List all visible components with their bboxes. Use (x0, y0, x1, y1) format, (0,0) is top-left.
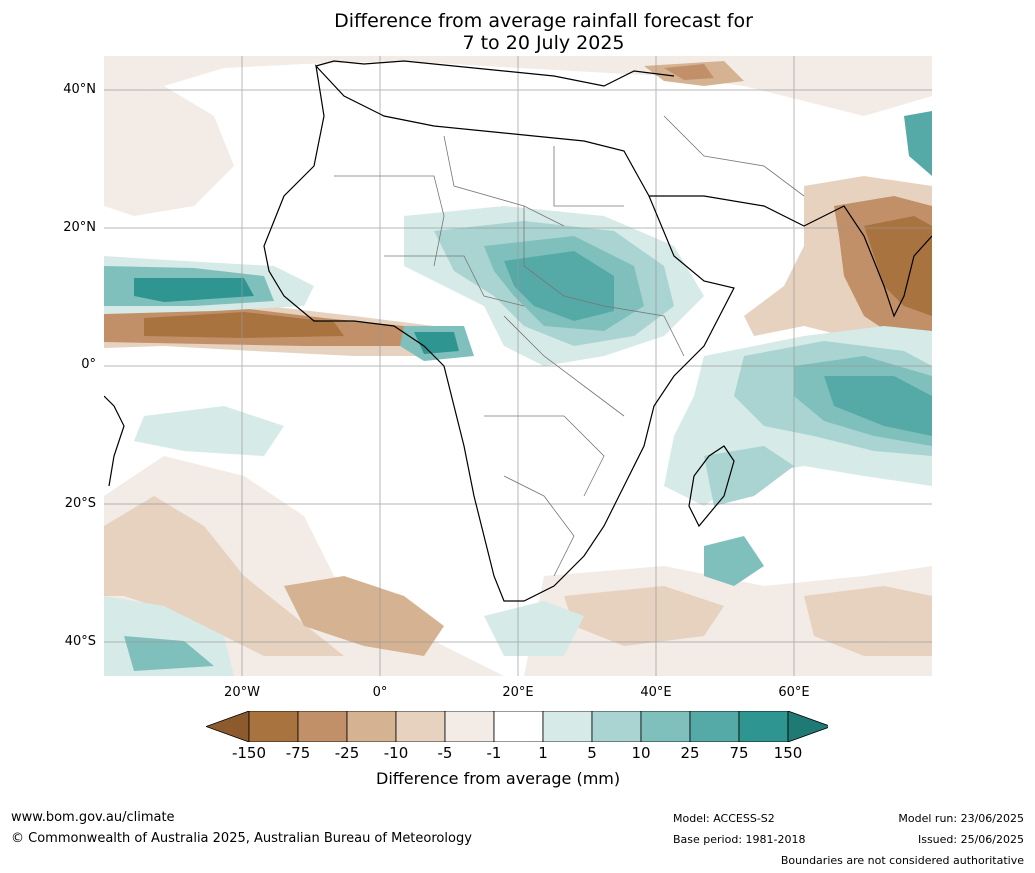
colorbar-bin (689, 711, 740, 742)
title-line-2: 7 to 20 July 2025 (462, 32, 625, 54)
colorbar-bin (542, 711, 593, 742)
colorbar-extend-high (787, 711, 828, 742)
footer-model-run: Model run: 23/06/2025 (898, 812, 1024, 825)
footer-issued: Issued: 25/06/2025 (917, 833, 1024, 846)
colorbar-bin (640, 711, 691, 742)
colorbar-bin (591, 711, 642, 742)
lon-label-20w: 20°W (224, 685, 260, 700)
title-line-1: Difference from average rainfall forecas… (334, 10, 753, 32)
colorbar-bin (297, 711, 348, 742)
colorbar-bin (248, 711, 299, 742)
lon-label-20e: 20°E (502, 685, 534, 700)
map-title: Difference from average rainfall forecas… (0, 10, 1035, 54)
lat-label-0: 0° (81, 357, 96, 372)
footer-site[interactable]: www.bom.gov.au/climate (11, 810, 175, 825)
colorbar-tick-label: -10 (383, 744, 409, 762)
wet-anomaly-areas (104, 111, 932, 676)
map-svg (104, 56, 932, 676)
colorbar-bin (346, 711, 397, 742)
lon-label-60e: 60°E (778, 685, 810, 700)
graticule (104, 56, 932, 676)
colorbar-tick-label: 75 (729, 744, 749, 762)
coastline (104, 60, 932, 602)
colorbar (206, 711, 828, 742)
footer-disclaimer: Boundaries are not considered authoritat… (780, 854, 1024, 867)
colorbar-tick-label: 25 (680, 744, 700, 762)
colorbar-tick-label: -75 (285, 744, 311, 762)
lon-label-0: 0° (372, 685, 388, 700)
colorbar-tick-label: -5 (437, 744, 453, 762)
colorbar-tick-label: -25 (334, 744, 360, 762)
colorbar-tick-label: 10 (631, 744, 651, 762)
rainfall-anomaly-map (104, 56, 932, 676)
dry-anomaly-areas (104, 56, 932, 676)
footer-copyright: © Commonwealth of Australia 2025, Austra… (11, 831, 472, 846)
lat-label-40s: 40°S (64, 634, 96, 649)
colorbar-bin (395, 711, 446, 742)
colorbar-tick-label: -1 (486, 744, 502, 762)
footer-base-period: Base period: 1981-2018 (673, 833, 806, 846)
colorbar-tick-label: 5 (587, 744, 597, 762)
colorbar-bin (738, 711, 789, 742)
footer-model: Model: ACCESS-S2 (673, 812, 775, 825)
lat-label-20n: 20°N (63, 220, 96, 235)
lat-label-40n: 40°N (63, 82, 96, 97)
colorbar-extend-low (206, 711, 250, 742)
country-borders (334, 115, 805, 577)
colorbar-bin (444, 711, 495, 742)
lon-label-40e: 40°E (640, 685, 672, 700)
colorbar-bin (493, 711, 544, 742)
colorbar-tick-label: -150 (231, 744, 267, 762)
lat-label-20s: 20°S (64, 496, 96, 511)
colorbar-title: Difference from average (mm) (376, 769, 621, 788)
colorbar-tick-label: 150 (773, 744, 803, 762)
colorbar-tick-label: 1 (538, 744, 548, 762)
